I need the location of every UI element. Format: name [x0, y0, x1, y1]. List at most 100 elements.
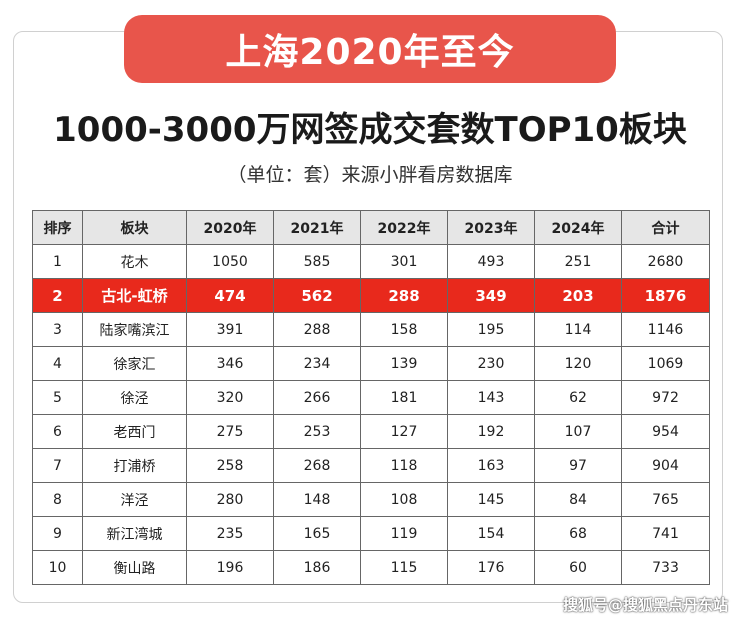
table-cell-col-2020: 280: [186, 482, 274, 517]
table-cell-col-district: 洋泾: [82, 482, 187, 517]
table-cell-col-2024: 107: [534, 414, 622, 449]
header-col-rank: 排序: [32, 210, 83, 245]
table-cell-col-2022: 139: [360, 346, 448, 381]
table-cell-col-district: 徐家汇: [82, 346, 187, 381]
table-body: 1 花木 1050 585 301 493 251 2680 2 古北-虹桥 474 562 288 34…: [32, 244, 710, 585]
table-cell-col-2021: 148: [273, 482, 361, 517]
header-col-district: 板块: [82, 210, 187, 245]
table-cell-col-2020: 275: [186, 414, 274, 449]
header-col-2020: 2020年: [186, 210, 274, 245]
table-cell-col-2020: 346: [186, 346, 274, 381]
page-subtitle: （单位：套）来源小胖看房数据库: [227, 164, 513, 186]
table-cell-col-total: 1069: [621, 346, 710, 381]
table-cell-col-2020: 1050: [186, 244, 274, 279]
table-cell-col-district: 新江湾城: [82, 516, 187, 551]
table-cell-col-2023: 163: [447, 448, 535, 483]
header-col-2021: 2021年: [273, 210, 361, 245]
header-banner: 上海2020年至今: [124, 15, 616, 83]
table-cell-col-2024: 97: [534, 448, 622, 483]
table-cell-col-2021: 234: [273, 346, 361, 381]
table-cell-col-total: 904: [621, 448, 710, 483]
table-cell-col-2022: 119: [360, 516, 448, 551]
table-cell-col-rank: 2: [32, 278, 83, 313]
table-cell-col-total: 733: [621, 550, 710, 585]
table-cell-col-total: 741: [621, 516, 710, 551]
table-row: 8 洋泾 280 148 108 145 84 765: [32, 482, 710, 517]
table-cell-col-district: 花木: [82, 244, 187, 279]
table-cell-col-district: 古北-虹桥: [82, 278, 187, 313]
table-cell-col-2024: 68: [534, 516, 622, 551]
table-cell-col-2021: 288: [273, 312, 361, 347]
table-cell-col-2021: 266: [273, 380, 361, 415]
table-cell-col-total: 1876: [621, 278, 710, 313]
table-row: 6 老西门 275 253 127 192 107 954: [32, 414, 710, 449]
table-cell-col-total: 972: [621, 380, 710, 415]
table-cell-col-rank: 9: [32, 516, 83, 551]
table-cell-col-2023: 195: [447, 312, 535, 347]
header-col-2023: 2023年: [447, 210, 535, 245]
table-row: 10 衡山路 196 186 115 176 60 733: [32, 550, 710, 585]
table-cell-col-district: 徐泾: [82, 380, 187, 415]
table-cell-col-rank: 8: [32, 482, 83, 517]
table-cell-col-2021: 268: [273, 448, 361, 483]
table-cell-col-rank: 5: [32, 380, 83, 415]
table-cell-col-rank: 4: [32, 346, 83, 381]
table-cell-col-2020: 196: [186, 550, 274, 585]
table-cell-col-rank: 7: [32, 448, 83, 483]
table-cell-col-2024: 62: [534, 380, 622, 415]
table-cell-col-2023: 154: [447, 516, 535, 551]
table-cell-col-district: 老西门: [82, 414, 187, 449]
table-cell-col-total: 1146: [621, 312, 710, 347]
table-row: 4 徐家汇 346 234 139 230 120 1069: [32, 346, 710, 381]
table-row: 5 徐泾 320 266 181 143 62 972: [32, 380, 710, 415]
table-cell-col-2023: 493: [447, 244, 535, 279]
table-cell-col-2021: 585: [273, 244, 361, 279]
table-cell-col-2022: 288: [360, 278, 448, 313]
table-cell-col-district: 打浦桥: [82, 448, 187, 483]
table-cell-col-rank: 3: [32, 312, 83, 347]
table-row: 2 古北-虹桥 474 562 288 349 203 1876: [32, 278, 710, 313]
table-cell-col-2021: 186: [273, 550, 361, 585]
header-col-2022: 2022年: [360, 210, 448, 245]
table-cell-col-rank: 1: [32, 244, 83, 279]
table-cell-col-2023: 349: [447, 278, 535, 313]
table-cell-col-2020: 391: [186, 312, 274, 347]
table-cell-col-2020: 474: [186, 278, 274, 313]
table-cell-col-2022: 158: [360, 312, 448, 347]
table-cell-col-2024: 114: [534, 312, 622, 347]
table-header-row: 排序 板块 2020年 2021年 2022年 2023年 2024年 合计: [32, 210, 710, 245]
table-cell-col-2022: 301: [360, 244, 448, 279]
table-cell-col-2023: 230: [447, 346, 535, 381]
table-cell-col-district: 陆家嘴滨江: [82, 312, 187, 347]
table-cell-col-2022: 108: [360, 482, 448, 517]
table-cell-col-2020: 258: [186, 448, 274, 483]
table-cell-col-2023: 145: [447, 482, 535, 517]
page-title: 1000-3000万网签成交套数TOP10板块: [53, 110, 687, 150]
table-cell-col-district: 衡山路: [82, 550, 187, 585]
table-row: 9 新江湾城 235 165 119 154 68 741: [32, 516, 710, 551]
table-cell-col-total: 954: [621, 414, 710, 449]
banner-text: 上海2020年至今: [225, 32, 515, 73]
table-cell-col-2022: 118: [360, 448, 448, 483]
table-cell-col-2024: 251: [534, 244, 622, 279]
table-cell-col-2024: 60: [534, 550, 622, 585]
table-cell-col-2024: 203: [534, 278, 622, 313]
table-row: 3 陆家嘴滨江 391 288 158 195 114 1146: [32, 312, 710, 347]
table-cell-col-2022: 127: [360, 414, 448, 449]
ranking-table: 排序 板块 2020年 2021年 2022年 2023年 2024年 合计 1 花木 1050 5…: [32, 210, 710, 585]
table-cell-col-rank: 6: [32, 414, 83, 449]
table-cell-col-total: 765: [621, 482, 710, 517]
table-cell-col-2023: 192: [447, 414, 535, 449]
table-row: 1 花木 1050 585 301 493 251 2680: [32, 244, 710, 279]
table-cell-col-2020: 235: [186, 516, 274, 551]
table-cell-col-2021: 165: [273, 516, 361, 551]
watermark: 搜狐号@搜狐黑点丹东站: [562, 596, 728, 614]
table-cell-col-rank: 10: [32, 550, 83, 585]
table-cell-col-2023: 143: [447, 380, 535, 415]
table-cell-col-2021: 253: [273, 414, 361, 449]
table-row: 7 打浦桥 258 268 118 163 97 904: [32, 448, 710, 483]
table-cell-col-2021: 562: [273, 278, 361, 313]
table-cell-col-2022: 115: [360, 550, 448, 585]
table-cell-col-2024: 120: [534, 346, 622, 381]
table-cell-col-total: 2680: [621, 244, 710, 279]
